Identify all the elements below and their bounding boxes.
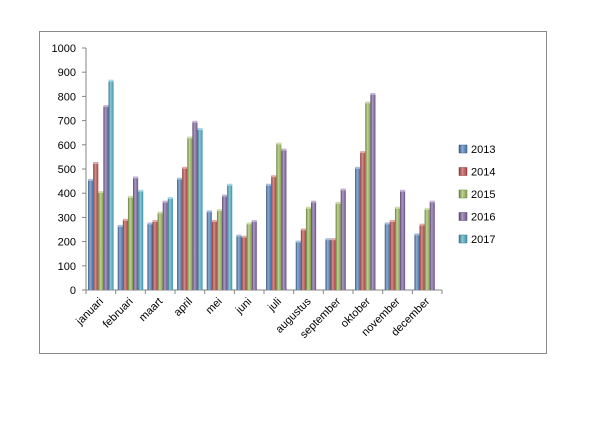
bar-2015-november	[394, 206, 401, 290]
bar-2015-oktober	[365, 101, 371, 290]
bar-2013-maart	[147, 222, 153, 290]
bar-2016-februari	[133, 176, 139, 290]
y-tick-label: 600	[58, 140, 76, 152]
bar-2014-december	[419, 223, 425, 290]
y-tick-label: 700	[58, 116, 76, 128]
x-tick-label: maart	[137, 296, 165, 324]
y-tick-label: 400	[58, 188, 76, 200]
bar-2013-oktober	[355, 166, 361, 290]
bar-2016-juni	[251, 220, 257, 290]
bar-2015-januari	[98, 190, 104, 290]
x-tick-label: april	[172, 296, 195, 319]
legend-label: 2013	[471, 144, 495, 156]
bar-2014-april	[182, 166, 188, 290]
bar-2016-mei	[222, 194, 228, 290]
chart-legend: 2013 2014 2015 2016 2017	[458, 144, 495, 246]
bar-2016-januari	[103, 105, 109, 290]
bar-2016-augustus	[311, 200, 317, 290]
legend-label: 2015	[471, 189, 495, 201]
chart-axes: 0 100 200 300 400 500 600 700 800 900 1000	[52, 43, 443, 297]
bar-2013-januari	[88, 178, 94, 290]
chart-frame: 0 100 200 300 400 500 600 700 800 900 1000 januari…	[39, 31, 547, 354]
bar-2014-september	[330, 238, 336, 290]
legend-swatch	[458, 212, 468, 221]
bar-2014-mei	[211, 220, 217, 290]
bar-2017-april	[197, 128, 203, 290]
bar-2013-november	[384, 222, 390, 290]
legend-label: 2017	[471, 234, 495, 246]
bar-2014-januari	[93, 161, 99, 290]
bar-2015-juni	[246, 222, 252, 290]
bar-2013-augustus	[295, 240, 301, 290]
legend-swatch	[458, 189, 468, 199]
bar-2014-oktober	[360, 151, 366, 290]
bar-2016-september	[340, 188, 346, 290]
bar-2017-februari	[138, 189, 144, 290]
bar-2016-april	[192, 120, 198, 290]
legend-label: 2014	[471, 167, 495, 179]
legend-item-2016: 2016	[458, 212, 495, 224]
y-tick-label: 100	[58, 261, 76, 273]
bar-2017-mei	[227, 183, 233, 290]
legend-swatch	[458, 144, 468, 154]
bar-2016-oktober	[370, 92, 376, 290]
bar-2014-februari	[122, 218, 128, 290]
x-tick-label: februari	[101, 296, 136, 331]
y-tick-label: 300	[58, 212, 76, 224]
bar-2013-december	[414, 233, 420, 290]
y-tick-label: 800	[58, 91, 76, 103]
bar-2016-november	[400, 189, 406, 290]
legend-label: 2016	[471, 212, 495, 224]
bar-2013-mei	[206, 210, 212, 290]
bar-2015-augustus	[305, 206, 312, 290]
bar-2016-december	[429, 200, 435, 290]
bar-2014-maart	[152, 220, 158, 290]
legend-item-2015: 2015	[458, 189, 495, 201]
bar-2013-juli	[266, 183, 272, 290]
y-tick-label: 1000	[52, 43, 76, 55]
legend-swatch	[458, 234, 468, 244]
x-tick-label: juli	[265, 296, 284, 315]
bar-2013-april	[177, 177, 183, 290]
bar-2013-juni	[236, 234, 242, 290]
bar-2015-februari	[127, 195, 134, 290]
bar-2014-augustus	[300, 228, 306, 290]
bar-2015-juli	[276, 142, 282, 290]
bar-2017-januari	[108, 79, 114, 290]
chart-bars	[88, 79, 435, 290]
x-tick-label: juni	[233, 296, 254, 317]
bar-2015-september	[335, 201, 341, 290]
bar-2013-februari	[117, 224, 123, 290]
y-tick-label: 200	[58, 237, 76, 249]
y-tick-label: 0	[70, 285, 76, 297]
bar-2015-mei	[216, 209, 223, 290]
bar-2014-november	[389, 220, 395, 290]
y-tick-label: 500	[58, 164, 76, 176]
bar-2015-april	[187, 136, 193, 290]
bar-2014-juli	[271, 175, 277, 290]
bar-2016-juli	[281, 148, 287, 290]
bar-2014-juni	[241, 235, 247, 290]
legend-item-2013: 2013	[458, 144, 495, 156]
legend-swatch	[458, 167, 468, 176]
y-tick-label: 900	[58, 67, 76, 79]
bar-2015-maart	[157, 211, 163, 290]
bar-2015-december	[424, 207, 430, 290]
legend-item-2017: 2017	[458, 234, 495, 246]
x-tick-label: mei	[204, 296, 225, 317]
bar-2013-september	[325, 238, 331, 290]
bar-2016-maart	[162, 200, 168, 290]
legend-item-2014: 2014	[458, 167, 495, 179]
bar-2017-maart	[167, 197, 173, 290]
